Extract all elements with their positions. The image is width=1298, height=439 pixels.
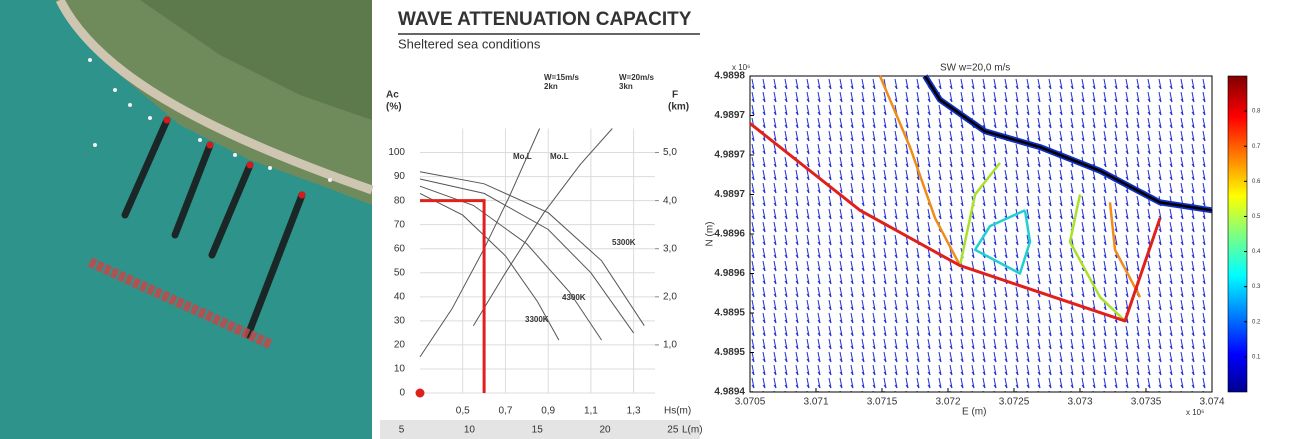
x-tick-label: 3.072 [935, 397, 960, 408]
y2-tick-label: 4,0 [663, 195, 677, 206]
y-tick-label: 0 [399, 388, 405, 399]
x-tick-label: 3.0705 [735, 397, 766, 408]
y2-tick-label: 2,0 [663, 291, 677, 302]
chart-title: SW w=20,0 m/s [940, 63, 1010, 74]
y-tick-label: 4.9898 [714, 71, 745, 82]
x-axis-label: E (m) [962, 407, 986, 418]
y-tick-label: 10 [394, 364, 406, 375]
colorbar-tick-label: 0.7 [1252, 144, 1261, 150]
x2-axis-label: L(m) [682, 425, 703, 436]
annotation: 3kn [619, 82, 633, 91]
x-tick-label: 3.0725 [999, 397, 1030, 408]
x-tick-label: 0,9 [541, 406, 555, 417]
y-tick-label: 4.9897 [714, 150, 745, 161]
curve-label: 4300K [562, 293, 586, 302]
x-axis-label: Hs(m) [664, 406, 691, 417]
chart-title: WAVE ATTENUATION CAPACITY [398, 9, 692, 30]
y-tick-label: 90 [394, 171, 406, 182]
x-tick-label: 3.073 [1067, 397, 1092, 408]
curve [420, 129, 540, 357]
curve-label: 3300K [525, 315, 549, 324]
x2-tick-label: 10 [464, 425, 476, 436]
x2-tick-label: 20 [599, 425, 611, 436]
annotation: W=15m/s [544, 73, 579, 82]
y-tick-label: 70 [394, 219, 406, 230]
x-tick-label: 3.0715 [867, 397, 898, 408]
x-tick-label: 0,5 [456, 406, 470, 417]
vector-field [750, 76, 1212, 392]
y-tick-label: 4.9895 [714, 347, 745, 358]
x-tick-label: 3.071 [803, 397, 828, 408]
colorbar-tick-label: 0.8 [1252, 109, 1261, 115]
colorbar-tick-label: 0.4 [1252, 249, 1261, 255]
figure: WAVE ATTENUATION CAPACITY Sheltered sea … [0, 0, 1298, 439]
y-tick-label: 30 [394, 316, 406, 327]
annotation: W=20m/s [619, 73, 654, 82]
y-tick-label: 100 [388, 147, 405, 158]
y2-tick-label: 1,0 [663, 340, 677, 351]
x-tick-label: 1,1 [584, 406, 598, 417]
curve-label: 5300K [612, 238, 636, 247]
y-tick-label: 4.9895 [714, 308, 745, 319]
quiver-chart: SW w=20,0 m/s x 10⁶ x 10⁶ E (m) N (m) 3.… [705, 63, 1261, 418]
colorbar-tick-label: 0.2 [1252, 319, 1261, 325]
colorbar-tick-label: 0.3 [1252, 284, 1261, 290]
y-axis-label: Ac [386, 90, 399, 101]
x-tick-label: 1,3 [627, 406, 641, 417]
y-tick-label: 4.9897 [714, 110, 745, 121]
y2-axis-label: F [672, 90, 678, 101]
y-tick-label: 40 [394, 291, 406, 302]
x-multiplier: x 10⁶ [1186, 408, 1204, 417]
x-tick-label: 3.0735 [1131, 397, 1162, 408]
y-tick-label: 4.9896 [714, 268, 745, 279]
x2-tick-label: 25 [667, 425, 679, 436]
colorbar [1228, 76, 1247, 392]
y-tick-label: 4.9896 [714, 229, 745, 240]
y-tick-label: 4.9897 [714, 189, 745, 200]
colorbar-tick-label: 0.1 [1252, 354, 1261, 360]
attenuation-chart: WAVE ATTENUATION CAPACITY Sheltered sea … [380, 9, 703, 439]
x-tick-label: 3.074 [1199, 397, 1224, 408]
page: {"chart_data": [ {"type": "line", "title… [0, 0, 1298, 439]
colorbar-tick-label: 0.6 [1252, 179, 1261, 185]
chart-subtitle: Sheltered sea conditions [398, 36, 541, 51]
y-tick-label: 4.9894 [714, 387, 745, 398]
y-tick-label: 60 [394, 243, 406, 254]
y2-tick-label: 5,0 [663, 147, 677, 158]
point-marker [416, 389, 425, 398]
y2-tick-label: 3,0 [663, 243, 677, 254]
colorbar-tick-label: 0.5 [1252, 214, 1261, 220]
y-tick-label: 20 [394, 340, 406, 351]
y-tick-label: 80 [394, 195, 406, 206]
curve-label: Mo.L [513, 152, 532, 161]
curve-label: Mo.L [550, 152, 569, 161]
y-tick-label: 50 [394, 267, 406, 278]
x2-tick-label: 15 [532, 425, 544, 436]
y2-axis-unit: (km) [668, 102, 689, 113]
x2-tick-label: 5 [399, 425, 405, 436]
y-axis-unit: (%) [386, 102, 402, 113]
x-tick-label: 0,7 [499, 406, 513, 417]
aerial-photo [0, 0, 372, 439]
annotation: 2kn [544, 82, 558, 91]
